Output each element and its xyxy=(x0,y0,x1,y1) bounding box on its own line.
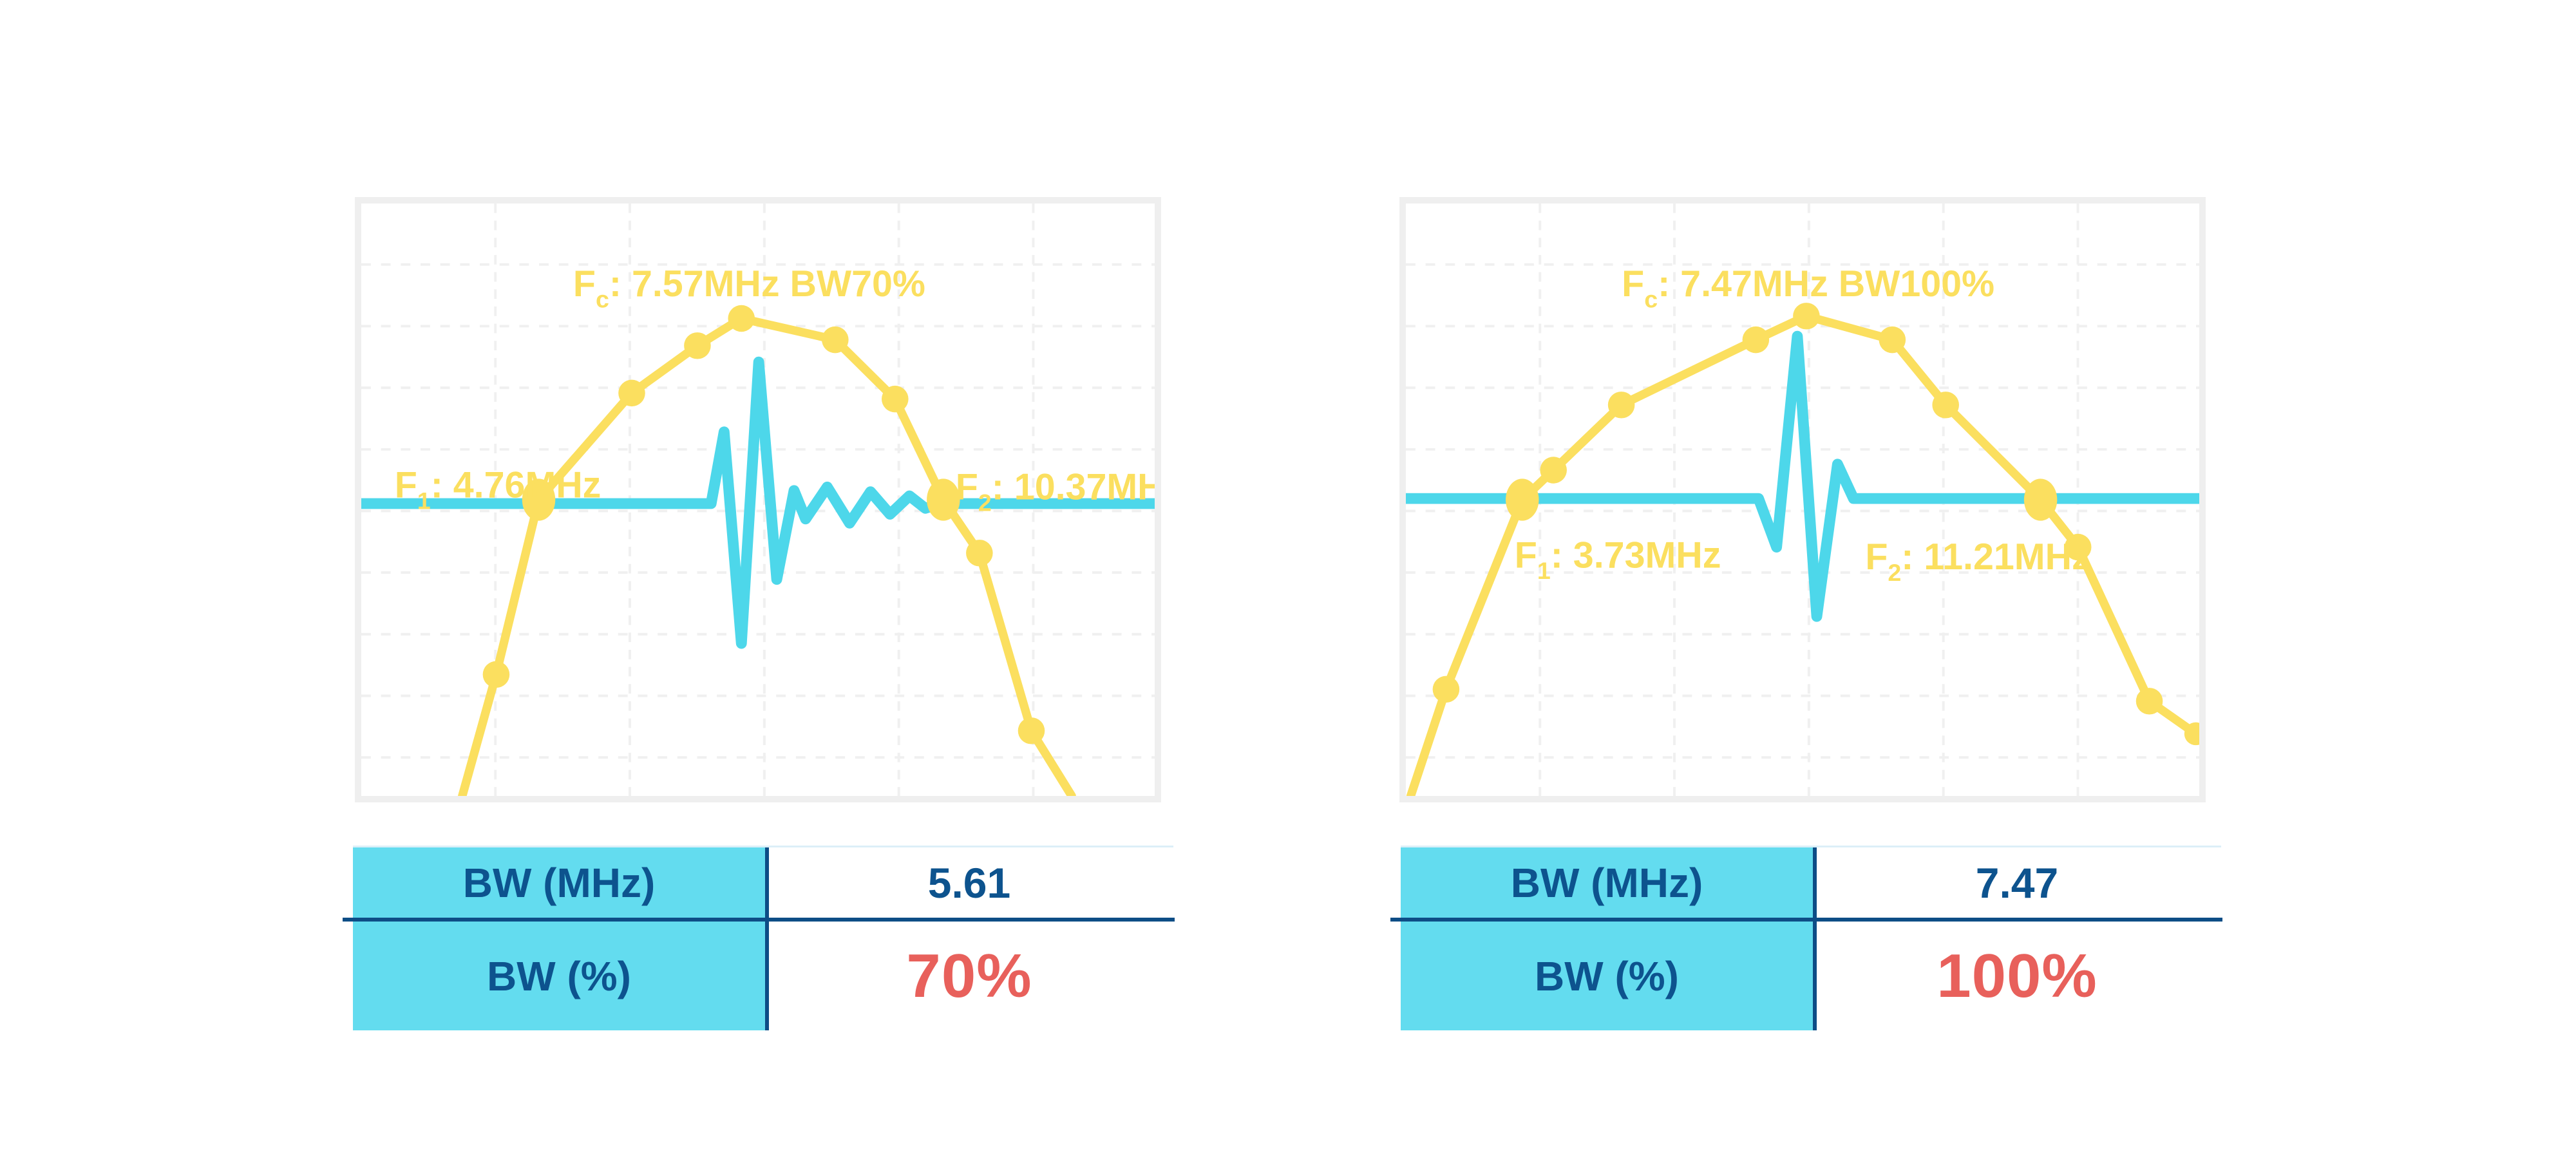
data-point-marker xyxy=(618,379,645,407)
table-row-divider xyxy=(343,918,1175,922)
spectrum-markers xyxy=(482,305,1045,744)
bw-mhz-label: BW (MHz) xyxy=(1510,859,1703,906)
bw-mhz-label: BW (MHz) xyxy=(462,859,656,906)
bw-table-right: BW (MHz) 7.47 BW (%) 100% xyxy=(1390,846,2222,1030)
pulse-waveform xyxy=(1406,330,2199,622)
data-point-marker xyxy=(1018,717,1045,744)
table-vertical-divider xyxy=(765,847,769,1030)
fc-annotation: Fc: 7.47MHz BW100% xyxy=(1622,263,1994,313)
data-point-marker xyxy=(882,385,909,413)
cutoff-frequency-marker xyxy=(2023,478,2058,521)
bw-pct-value: 100% xyxy=(1937,941,2098,1010)
f1-annotation: F1: 4.76MHz xyxy=(395,465,601,515)
data-point-marker xyxy=(822,326,849,354)
bw-table-left: BW (MHz) 5.61 BW (%) 70% xyxy=(343,846,1175,1030)
bw-pct-label: BW (%) xyxy=(1535,952,1679,999)
data-point-marker xyxy=(2136,688,2163,715)
spectrum-chart-right-svg: Fc: 7.47MHz BW100% F1: 3.73MHz F2: 11.21MH… xyxy=(1406,203,2199,796)
cutoff-frequency-marker xyxy=(1506,478,1539,521)
f2-annotation: F2: 10.37MHz xyxy=(956,467,1155,516)
bw-mhz-value: 5.61 xyxy=(927,858,1011,907)
data-point-marker xyxy=(1432,676,1460,703)
data-point-marker xyxy=(1607,392,1635,419)
data-point-marker xyxy=(1793,303,1820,330)
data-point-marker xyxy=(2064,533,2092,561)
table-header-column xyxy=(353,847,765,1030)
cutoff-frequency-marker xyxy=(522,478,556,521)
table-row-divider xyxy=(1390,918,2222,922)
spectrum-chart-left-svg: Fc: 7.57MHz BW70% F1: 4.76MHz F2: 10.37MHz xyxy=(361,203,1155,796)
bw-mhz-value: 7.47 xyxy=(1975,858,2059,907)
f1-annotation: F1: 3.73MHz xyxy=(1515,534,1721,584)
data-point-marker xyxy=(728,305,755,332)
table-topline xyxy=(1401,846,2221,847)
fc-annotation: Fc: 7.57MHz BW70% xyxy=(573,263,925,313)
pulse-waveform xyxy=(361,356,1155,649)
data-point-marker xyxy=(2184,722,2199,746)
table-header-column xyxy=(1401,847,1813,1030)
data-point-marker xyxy=(966,540,993,567)
spectrum-curve xyxy=(458,314,1076,796)
f2-annotation: F2: 11.21MHz xyxy=(1865,536,2090,586)
spectrum-chart-left: Fc: 7.57MHz BW70% F1: 4.76MHz F2: 10.37MHz xyxy=(355,197,1161,802)
bw-pct-value: 70% xyxy=(906,941,1032,1010)
spectrum-markers xyxy=(1432,303,2199,746)
data-point-marker xyxy=(684,332,711,359)
table-vertical-divider xyxy=(1813,847,1817,1030)
table-topline xyxy=(353,846,1173,847)
data-point-marker xyxy=(1540,457,1567,484)
data-point-marker xyxy=(1742,326,1770,354)
data-point-marker xyxy=(1932,392,1959,419)
data-point-marker xyxy=(482,661,510,688)
bw-pct-label: BW (%) xyxy=(487,952,631,999)
spectrum-chart-right: Fc: 7.47MHz BW100% F1: 3.73MHz F2: 11.21MH… xyxy=(1399,197,2206,802)
cutoff-frequency-marker xyxy=(927,478,960,521)
data-point-marker xyxy=(1879,326,1906,354)
